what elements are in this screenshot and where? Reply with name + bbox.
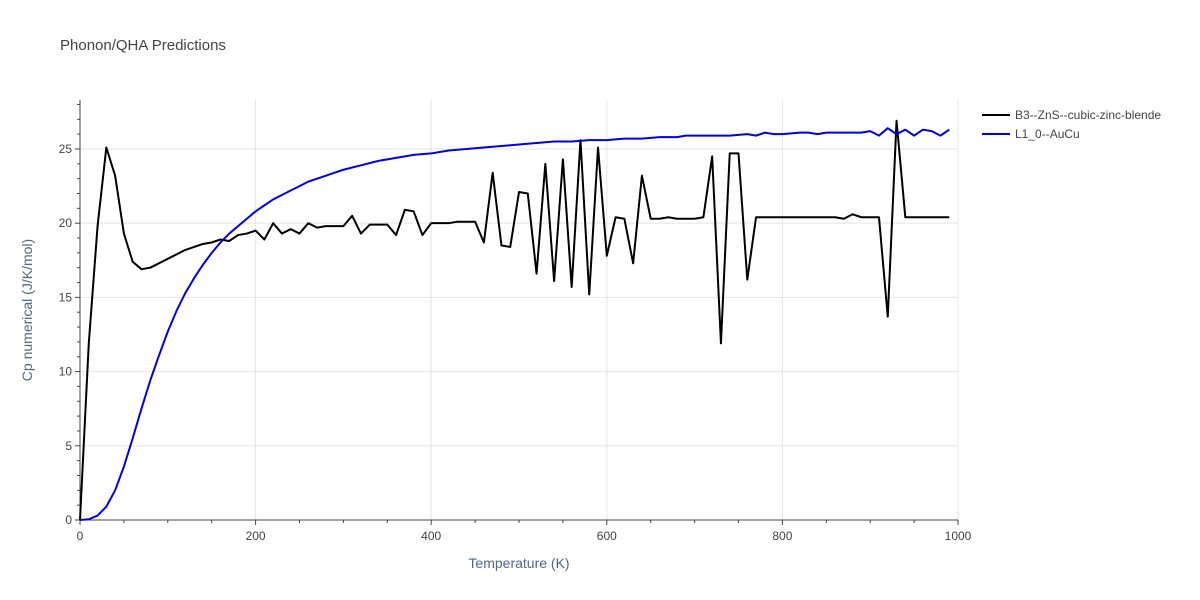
legend[interactable]: B3--ZnS--cubic-zinc-blende L1_0--AuCu	[982, 108, 1161, 141]
x-tick-label: 800	[772, 529, 792, 543]
legend-item-1[interactable]: B3--ZnS--cubic-zinc-blende	[982, 108, 1161, 122]
legend-label: L1_0--AuCu	[1015, 127, 1080, 141]
series-layer[interactable]	[79, 119, 950, 521]
axis-layer: 0 200 400 600 800 1000 0 5 10 15 20 25	[59, 100, 972, 543]
y-tick-label: 20	[59, 216, 73, 230]
x-axis-title: Temperature (K)	[468, 555, 569, 571]
x-tick-label: 600	[597, 529, 617, 543]
y-tick-label: 5	[65, 439, 72, 453]
x-tick-label: 200	[246, 529, 266, 543]
series-line-1[interactable]	[79, 119, 950, 521]
x-tick-label: 0	[77, 529, 84, 543]
y-tick-label: 25	[59, 142, 73, 156]
y-axis-title: Cp numerical (J/K/mol)	[19, 239, 35, 381]
grid-layer	[80, 100, 959, 520]
y-tick-label: 0	[65, 513, 72, 527]
y-tick-label: 15	[59, 290, 73, 304]
legend-label: B3--ZnS--cubic-zinc-blende	[1015, 108, 1161, 122]
x-tick-label: 400	[421, 529, 441, 543]
y-tick-label: 10	[59, 365, 73, 379]
series-line-2[interactable]	[79, 127, 950, 521]
legend-item-2[interactable]: L1_0--AuCu	[982, 127, 1080, 141]
chart-title: Phonon/QHA Predictions	[60, 37, 226, 54]
x-tick-label: 1000	[945, 529, 972, 543]
